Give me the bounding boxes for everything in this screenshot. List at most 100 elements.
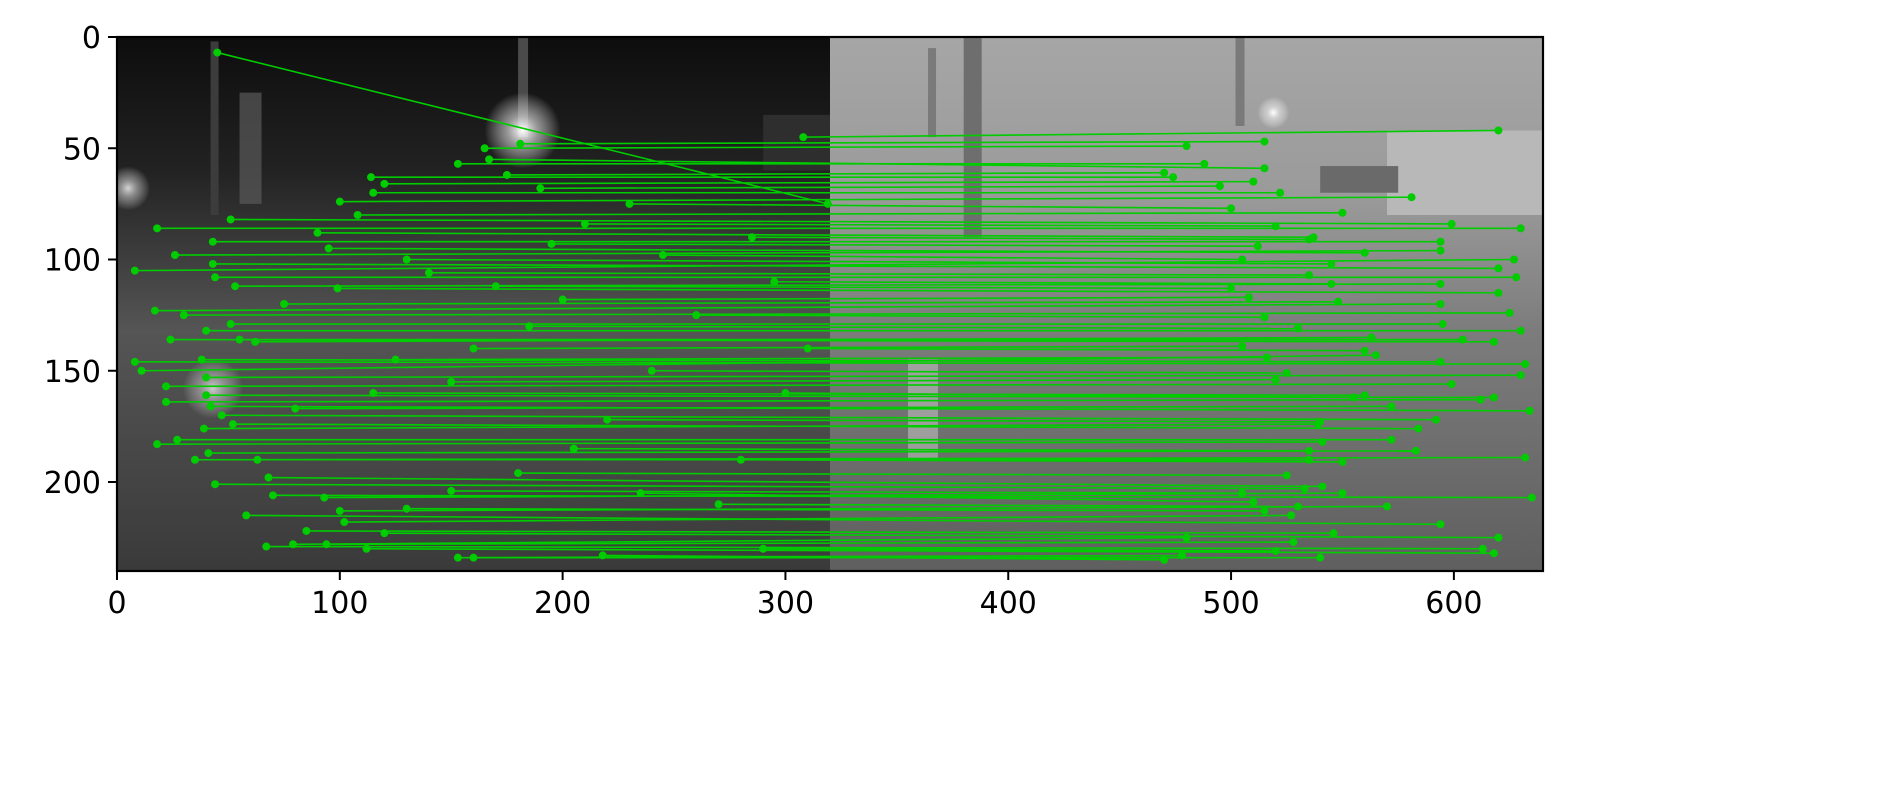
x-axis: 0 100 200 300 400 500 600	[107, 571, 1483, 621]
keypoint-right	[1387, 435, 1396, 444]
keypoint-right	[1305, 455, 1314, 464]
match-line	[763, 547, 1276, 552]
keypoint-right	[1436, 246, 1445, 255]
keypoint-left	[322, 540, 331, 549]
keypoint-left	[453, 553, 462, 562]
match-line	[154, 303, 1441, 312]
keypoint-right	[1160, 555, 1169, 564]
keypoint-right	[1287, 511, 1296, 520]
keypoint-right	[1300, 484, 1309, 493]
keypoint-left	[491, 282, 500, 291]
keypoint-left	[235, 335, 244, 344]
match-line	[255, 336, 1372, 343]
keypoint-left	[658, 251, 667, 260]
match-line	[489, 158, 1265, 170]
keypoint-right	[1387, 402, 1396, 411]
keypoint-right	[1516, 224, 1525, 233]
keypoint-left	[289, 540, 298, 549]
match-line	[520, 140, 1265, 145]
keypoint-left	[264, 473, 273, 482]
y-tick-label: 50	[63, 132, 101, 167]
keypoint-right	[1305, 446, 1314, 455]
match-line	[473, 345, 1243, 350]
scene-detail	[1320, 166, 1399, 193]
keypoint-left	[130, 266, 139, 275]
scene-detail	[117, 166, 151, 211]
match-line	[266, 545, 1483, 550]
match-line	[157, 441, 1323, 445]
x-tick-label: 0	[107, 586, 126, 621]
keypoint-left	[162, 382, 171, 391]
match-line	[406, 258, 1332, 265]
keypoint-right	[1260, 164, 1269, 173]
match-line	[451, 378, 1276, 383]
keypoint-left	[170, 251, 179, 260]
keypoint-left	[226, 215, 235, 224]
keypoint-right	[1249, 177, 1258, 186]
keypoint-right	[1525, 406, 1534, 415]
keypoint-right	[1505, 308, 1514, 317]
match-line	[357, 211, 1343, 216]
keypoint-left	[320, 493, 329, 502]
keypoint-left	[402, 504, 411, 513]
match-line	[752, 236, 1310, 241]
match-line	[484, 145, 1187, 150]
keypoint-right	[1169, 173, 1178, 182]
match-line	[651, 369, 1287, 374]
keypoint-right	[1289, 538, 1298, 547]
keypoint-left	[280, 300, 289, 308]
keypoint-right	[1271, 222, 1280, 231]
keypoint-left	[469, 553, 478, 562]
keypoint-left	[692, 311, 701, 320]
keypoint-left	[226, 320, 235, 329]
keypoint-left	[130, 357, 139, 366]
keypoint-right	[1318, 437, 1327, 446]
match-line	[384, 532, 1499, 539]
scene-detail	[928, 48, 937, 138]
y-tick-label: 100	[44, 244, 101, 279]
keypoint-left	[598, 551, 607, 560]
keypoint-left	[208, 237, 217, 246]
keypoint-left	[291, 404, 300, 413]
match-line	[640, 492, 1254, 503]
match-line	[293, 536, 1187, 546]
keypoint-left	[402, 255, 411, 264]
keypoint-right	[1316, 417, 1325, 426]
match-line	[785, 392, 1354, 399]
match-line	[662, 254, 1243, 261]
keypoint-left	[714, 500, 723, 509]
keypoint-right	[1182, 533, 1191, 542]
keypoint-right	[1447, 380, 1456, 389]
keypoint-right	[1349, 393, 1358, 402]
keypoint-right	[1371, 351, 1380, 360]
keypoint-right	[1411, 446, 1420, 455]
keypoint-right	[1329, 529, 1338, 538]
scene-detail	[182, 358, 243, 419]
keypoint-left	[213, 48, 222, 57]
match-line	[774, 280, 1332, 285]
keypoint-left	[736, 455, 745, 464]
keypoint-left	[603, 415, 612, 424]
match-line	[696, 314, 1265, 319]
keypoint-left	[204, 449, 213, 458]
match-line	[337, 287, 1499, 294]
keypoint-left	[799, 133, 808, 142]
match-line	[366, 547, 1494, 555]
match-line	[344, 514, 1292, 523]
match-line	[718, 503, 1298, 508]
keypoint-right	[1334, 297, 1343, 306]
keypoint-right	[1316, 553, 1325, 562]
match-line	[803, 129, 1499, 138]
keypoint-left	[362, 544, 371, 553]
keypoint-right	[823, 199, 832, 208]
scene-detail	[907, 359, 938, 460]
keypoint-right	[1521, 453, 1530, 462]
keypoint-left	[313, 228, 322, 237]
keypoint-left	[211, 273, 220, 282]
keypoint-left	[202, 391, 211, 400]
keypoint-right	[1512, 273, 1521, 282]
match-line	[629, 203, 1232, 210]
scene-detail	[1257, 96, 1290, 129]
match-line	[210, 405, 1530, 412]
